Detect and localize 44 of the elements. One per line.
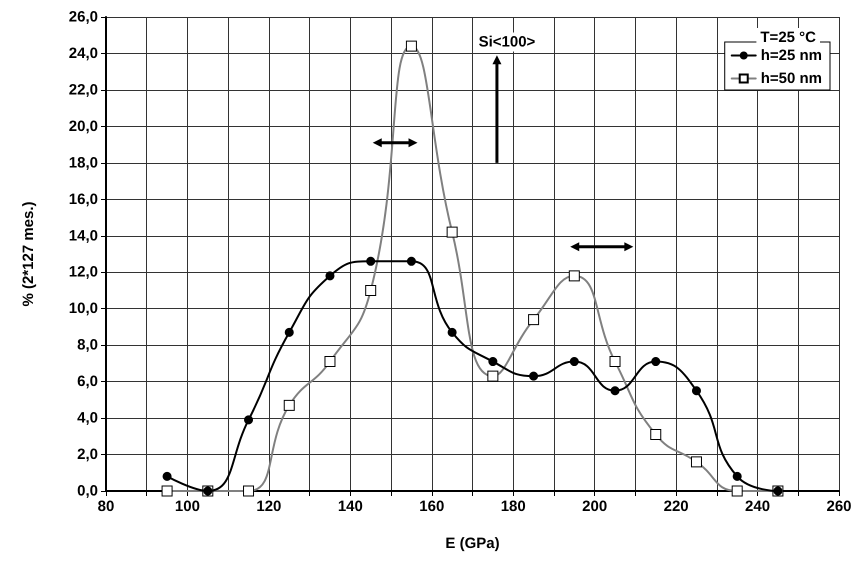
point — [406, 256, 416, 266]
y-tick-label: 6,0 — [77, 373, 98, 390]
x-tick-label: 200 — [582, 498, 608, 515]
point — [244, 415, 254, 424]
y-tick-label: 4,0 — [77, 410, 98, 427]
y-tick-label: 16,0 — [68, 190, 98, 208]
legend-label: h=25 nm — [760, 47, 822, 64]
x-tick-label: 140 — [338, 498, 363, 515]
y-tick-label: 26,0 — [68, 8, 98, 26]
point — [692, 386, 701, 396]
y-tick-label: 14,0 — [68, 227, 98, 244]
x-tick-label: 100 — [174, 498, 200, 515]
x-tick-label: 240 — [745, 498, 770, 515]
point — [732, 472, 742, 481]
legend-title: T=25 °C — [760, 29, 816, 46]
y-tick-label: 24,0 — [68, 44, 98, 62]
point — [284, 328, 294, 337]
y-tick-label: 20,0 — [68, 118, 98, 135]
y-tick-label: 2,0 — [77, 446, 98, 464]
point — [651, 357, 660, 366]
annotation: Si<100> — [478, 34, 536, 50]
x-tick-label: 260 — [826, 498, 852, 515]
x-tick-label: 160 — [419, 498, 444, 515]
point — [448, 328, 457, 337]
y-axis-title: % (2*127 mes.) — [20, 201, 37, 307]
y-tick-label: 0,0 — [77, 482, 98, 500]
point — [570, 357, 579, 366]
point — [610, 386, 620, 396]
y-tick-label: 22,0 — [68, 81, 98, 98]
y-tick-label: 10,0 — [68, 300, 98, 318]
point — [529, 372, 538, 381]
point — [366, 256, 376, 266]
y-tick-label: 12,0 — [68, 264, 98, 281]
x-tick-label: 220 — [664, 498, 689, 515]
y-tick-label: 8,0 — [77, 336, 98, 354]
point — [488, 357, 498, 366]
x-axis-title: E (GPa) — [445, 535, 500, 552]
legend-label: h=50 nm — [760, 70, 822, 87]
point — [325, 271, 334, 280]
x-tick-label: 180 — [500, 498, 526, 515]
y-tick-label: 18,0 — [68, 154, 98, 172]
point — [162, 472, 172, 481]
x-tick-label: 120 — [256, 498, 282, 515]
x-tick-label: 80 — [98, 498, 114, 515]
